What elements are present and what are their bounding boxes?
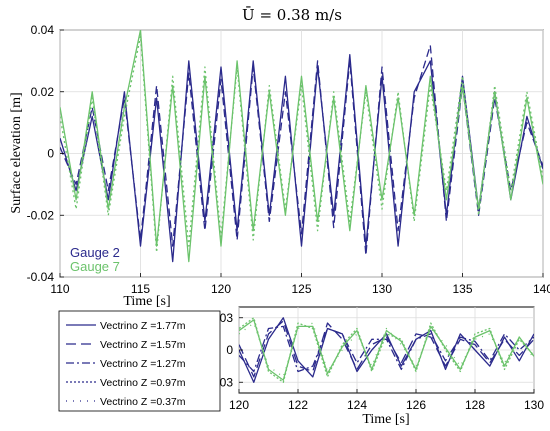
series-line — [239, 319, 534, 381]
inset-x-axis-label: Time [s] — [362, 412, 409, 427]
x-tick-label: 128 — [465, 398, 485, 412]
gauge-2-label: Gauge 2 — [70, 245, 120, 260]
main-chart: 110 115 120 125 130 135 140 0.04 0.02 0 -0.02 -0.04… — [9, 23, 550, 309]
legend-entry-label: Vectrino Z =0.37m — [100, 396, 186, 408]
x-tick-label: 120 — [211, 282, 231, 296]
series-line — [60, 54, 543, 263]
series-line — [239, 317, 534, 383]
x-tick-label: 115 — [131, 282, 150, 296]
y-tick-label: 0 — [226, 343, 233, 357]
figure-title: Ū = 0.38 m/s — [242, 6, 342, 24]
inset-series-group — [239, 317, 534, 383]
gauge-7-label: Gauge 7 — [70, 259, 120, 274]
legend-box — [58, 310, 221, 412]
y-tick-label: 0 — [47, 147, 54, 161]
series-line — [60, 30, 543, 263]
main-grid — [59, 29, 544, 278]
legend-entry-label: Vectrino Z =0.97m — [100, 377, 186, 389]
x-tick-label: 125 — [291, 282, 311, 296]
main-y-axis-label: Surface elevation [m] — [9, 92, 24, 213]
y-tick-label: 0.02 — [31, 85, 55, 99]
y-tick-label: -0.04 — [27, 270, 55, 284]
x-tick-label: 110 — [50, 282, 69, 296]
main-x-axis-label: Time [s] — [123, 294, 170, 309]
y-tick-label: -0.02 — [27, 208, 55, 222]
x-tick-label: 126 — [406, 398, 426, 412]
series-line — [239, 320, 534, 378]
x-tick-label: 140 — [533, 282, 550, 296]
main-ticks: 110 115 120 125 130 135 140 0.04 0.02 0 -0.02 -0.04 — [27, 23, 550, 296]
inset-legend: Vectrino Z =1.77m Vectrino Z =1.57m Vectri… — [58, 310, 221, 412]
legend-entry-label: Vectrino Z =1.77m — [100, 320, 186, 332]
legend-entries: Vectrino Z =1.77m Vectrino Z =1.57m Vectri… — [66, 320, 186, 408]
x-tick-label: 135 — [452, 282, 472, 296]
x-tick-label: 124 — [347, 398, 367, 412]
x-tick-label: 130 — [372, 282, 392, 296]
series-line — [60, 35, 543, 253]
x-tick-label: 120 — [229, 398, 249, 412]
y-tick-label: 0.04 — [31, 23, 55, 37]
legend-entry-label: Vectrino Z =1.27m — [100, 358, 186, 370]
inset-grid — [238, 307, 535, 393]
series-line — [239, 325, 534, 373]
main-series-group — [60, 30, 543, 263]
x-tick-label: 130 — [524, 398, 544, 412]
legend-entry-label: Vectrino Z =1.57m — [100, 339, 186, 351]
x-tick-label: 122 — [288, 398, 308, 412]
